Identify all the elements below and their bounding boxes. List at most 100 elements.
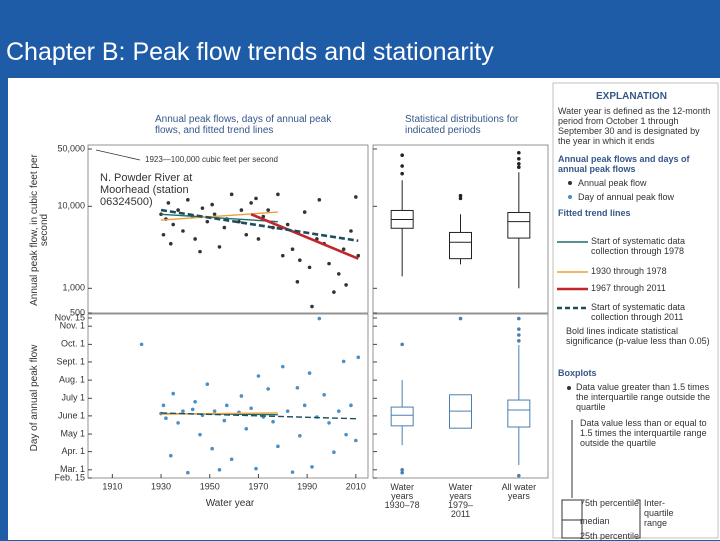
- data-point: [307, 265, 312, 270]
- data-point: [354, 195, 358, 199]
- outlier: [517, 150, 521, 155]
- data-point: [354, 438, 358, 443]
- data-point: [168, 241, 173, 246]
- outlier: [400, 470, 404, 475]
- data-point: [254, 196, 258, 201]
- annotation-arrow: [95, 149, 141, 161]
- data-point: [266, 387, 270, 391]
- legend-label: 1930 through 1978: [591, 266, 667, 276]
- data-point: [295, 385, 300, 390]
- trend-line: [250, 213, 359, 260]
- explanation-note: Data value less than or equal to 1.5 tim…: [580, 418, 707, 448]
- outlier: [400, 342, 404, 347]
- data-point: [229, 192, 234, 197]
- outlier: [517, 473, 521, 478]
- legend-label: Start of systematic data collection thro…: [591, 236, 686, 256]
- x-tick-label: 1930: [151, 481, 171, 491]
- y-tick-label: July 1: [61, 393, 85, 403]
- y-tick-label: 50,000: [57, 143, 85, 153]
- data-point: [181, 229, 185, 233]
- plot-frame: [87, 313, 369, 479]
- legend-label: Annual peak flow: [578, 178, 647, 188]
- data-point: [356, 253, 361, 258]
- data-point: [171, 391, 176, 396]
- data-point: [341, 247, 346, 251]
- data-point: [349, 403, 353, 408]
- legend-heading: Fitted trend lines: [558, 208, 631, 218]
- data-point: [256, 374, 261, 378]
- data-point: [290, 470, 295, 474]
- data-point: [276, 444, 280, 449]
- data-point: [181, 409, 185, 413]
- outlier: [458, 193, 463, 198]
- data-point: [285, 409, 290, 413]
- explanation-note: Data value greater than 1.5 times the in…: [576, 382, 711, 412]
- y-tick-label: Aug. 1: [59, 374, 85, 384]
- y-axis-label: Annual peak flow, in cubic feet per seco…: [29, 154, 50, 306]
- data-point: [176, 421, 180, 425]
- box: [507, 399, 531, 428]
- data-point: [344, 432, 348, 437]
- x-tick-label: 1950: [200, 481, 220, 491]
- y-tick-label: Nov. 15: [55, 312, 85, 322]
- data-point: [198, 249, 202, 254]
- data-point: [280, 253, 285, 258]
- data-point: [161, 403, 166, 408]
- data-point: [212, 409, 217, 413]
- outlier: [517, 339, 521, 343]
- data-point: [344, 283, 348, 287]
- annotation: N. Powder River at Moorhead (station 063…: [100, 172, 193, 208]
- data-point: [164, 416, 168, 421]
- data-point: [266, 208, 270, 212]
- legend-symbol: [568, 181, 572, 185]
- data-point: [298, 434, 302, 438]
- data-point: [210, 202, 214, 207]
- y-tick-label: Mar. 1: [60, 464, 85, 474]
- box-legend-label: 75th percentile: [580, 498, 640, 508]
- y-tick-label: June 1: [58, 410, 85, 420]
- data-point: [217, 467, 222, 472]
- data-point: [190, 407, 195, 412]
- plot-frame: [372, 313, 549, 479]
- data-point: [244, 232, 249, 237]
- data-point: [239, 394, 244, 398]
- y-axis-label: Day of annual peak flow: [29, 344, 40, 452]
- data-point: [186, 470, 190, 475]
- data-point: [341, 359, 346, 364]
- data-point: [176, 208, 180, 212]
- legend-label: Start of systematic data collection thro…: [591, 302, 686, 322]
- outlier: [458, 316, 463, 321]
- data-point: [336, 409, 341, 413]
- data-point: [349, 229, 353, 233]
- data-point: [317, 316, 322, 321]
- x-tick-label: 2010: [346, 481, 366, 491]
- data-point: [200, 206, 205, 210]
- annotation: 1923—100,000 cubic feet per second: [145, 155, 278, 164]
- box-legend-label: Inter-quartile range: [644, 498, 674, 528]
- data-point: [249, 201, 253, 205]
- plot-frame: [87, 144, 369, 314]
- x-tick-label: Water years 1979–2011: [447, 482, 474, 519]
- data-point: [193, 237, 197, 241]
- data-point: [327, 421, 331, 425]
- y-tick-label: 1,000: [62, 283, 85, 293]
- outlier: [458, 196, 463, 201]
- data-point: [168, 453, 173, 458]
- outlier: [400, 153, 404, 158]
- y-tick-label: 10,000: [57, 201, 85, 211]
- y-tick-label: Apr. 1: [61, 446, 85, 456]
- x-tick-label: 1910: [102, 481, 122, 491]
- data-point: [244, 426, 249, 431]
- data-point: [229, 457, 234, 462]
- data-point: [139, 342, 144, 347]
- x-tick-label: All water years: [501, 482, 537, 501]
- data-point: [276, 192, 280, 197]
- panel-title: Statistical distributions for indicated …: [405, 114, 519, 136]
- trend-line: [160, 211, 278, 221]
- outlier: [400, 171, 404, 176]
- data-point: [310, 304, 314, 309]
- data-point: [166, 201, 171, 205]
- data-point: [295, 280, 300, 284]
- legend-symbol: [567, 386, 571, 390]
- y-tick-label: May 1: [60, 428, 85, 438]
